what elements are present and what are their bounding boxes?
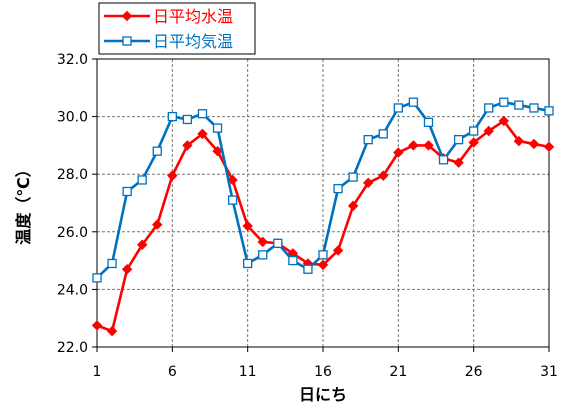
data-point [273, 238, 283, 248]
x-tick-label: 26 [465, 364, 483, 380]
data-point [514, 100, 524, 110]
data-point [498, 115, 510, 127]
x-tick-label: 16 [314, 364, 332, 380]
y-axis-title: 温度（℃） [14, 161, 33, 245]
data-point [438, 155, 449, 165]
data-point [528, 138, 540, 150]
data-point [317, 259, 329, 271]
data-point [378, 170, 389, 181]
data-point [423, 140, 434, 151]
x-tick-label: 6 [168, 364, 177, 380]
data-point [212, 123, 223, 133]
data-point [288, 255, 298, 266]
data-point [92, 273, 102, 283]
data-point [543, 141, 555, 153]
data-point [348, 172, 358, 182]
data-point [513, 135, 525, 147]
data-point [483, 125, 494, 137]
data-point [453, 157, 464, 168]
data-point [544, 106, 554, 116]
x-tick-label: 31 [540, 364, 558, 380]
data-point [136, 239, 148, 250]
data-point [243, 258, 253, 269]
data-point [363, 134, 373, 145]
y-tick-label: 32.0 [57, 52, 88, 68]
data-point [227, 174, 238, 186]
data-point [106, 325, 118, 337]
data-point [393, 103, 403, 113]
data-point [347, 200, 359, 212]
data-point [332, 245, 344, 256]
legend-entry-air-temp: 日平均気温 [104, 32, 233, 51]
data-point [468, 137, 479, 148]
data-point [167, 170, 178, 181]
x-tick-label: 11 [239, 364, 257, 380]
data-point [197, 128, 208, 140]
x-tick-label: 1 [93, 364, 102, 380]
data-point [469, 126, 479, 136]
data-point [499, 97, 509, 107]
data-point [258, 250, 268, 260]
data-point [393, 147, 404, 158]
data-point [167, 111, 177, 122]
x-axis-title: 日にち [299, 385, 347, 404]
x-axis-ticks: 1 6 11 16 21 26 31 [93, 347, 558, 380]
y-axis-ticks: 22.0 24.0 26.0 28.0 30.0 32.0 [57, 52, 97, 356]
data-point [303, 264, 313, 274]
legend-entry-water-temp: 日平均水温 [104, 7, 233, 26]
data-point [122, 186, 132, 197]
data-point [484, 103, 494, 113]
legend-marker-water-temp [121, 10, 133, 22]
y-tick-label: 30.0 [57, 110, 88, 126]
y-tick-label: 22.0 [57, 340, 88, 356]
data-point [182, 114, 193, 125]
y-tick-label: 28.0 [57, 167, 88, 183]
legend-label-water-temp: 日平均水温 [153, 7, 233, 26]
series-water-temp [91, 115, 555, 337]
legend: 日平均水温 日平均気温 [98, 2, 256, 55]
data-point [197, 109, 208, 119]
data-point [408, 140, 419, 151]
data-point [227, 195, 238, 205]
data-point [137, 175, 147, 185]
data-point [212, 145, 223, 157]
data-point [378, 129, 388, 139]
y-tick-label: 26.0 [57, 225, 88, 241]
series-layer [91, 97, 555, 337]
series-air-temp [92, 97, 554, 283]
data-point [318, 250, 328, 260]
data-point [152, 146, 162, 156]
data-point [362, 177, 374, 189]
data-point [257, 236, 268, 248]
x-tick-label: 21 [389, 364, 407, 380]
data-point [121, 264, 133, 275]
data-point [152, 219, 163, 230]
data-point [408, 97, 419, 107]
data-point [182, 140, 193, 151]
data-point [453, 134, 464, 145]
data-point [91, 320, 103, 331]
data-point [107, 258, 117, 269]
data-point [242, 220, 253, 232]
data-point [529, 103, 539, 113]
legend-marker-air-temp [122, 36, 132, 46]
y-tick-label: 24.0 [57, 282, 88, 298]
data-point [423, 117, 434, 128]
data-point [333, 183, 343, 194]
legend-label-air-temp: 日平均気温 [153, 32, 233, 51]
